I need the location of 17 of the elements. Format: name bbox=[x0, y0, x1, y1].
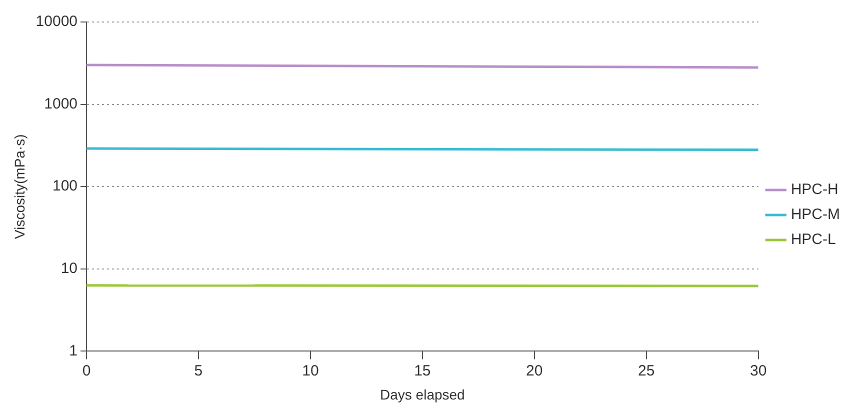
legend-label: HPC-L bbox=[790, 231, 836, 248]
legend-label: HPC-H bbox=[790, 181, 838, 198]
x-tick-label: 5 bbox=[194, 362, 203, 380]
x-tick-label: 10 bbox=[302, 362, 319, 380]
x-tick-label: 0 bbox=[82, 362, 91, 380]
x-tick-label: 20 bbox=[526, 362, 543, 380]
y-axis-title: Viscosity(mPa·s) bbox=[11, 134, 28, 239]
x-axis-title: Days elapsed bbox=[380, 386, 465, 402]
x-tick-label: 15 bbox=[414, 362, 431, 380]
y-tick-label: 1000 bbox=[44, 95, 78, 112]
y-tick-label: 10 bbox=[60, 260, 78, 278]
legend-label: HPC-M bbox=[790, 206, 840, 224]
y-tick-label: 100 bbox=[52, 178, 78, 195]
x-tick-label: 30 bbox=[750, 362, 767, 380]
y-tick-label: 1 bbox=[69, 342, 78, 360]
x-tick-label: 25 bbox=[638, 362, 655, 380]
y-tick-label: 10000 bbox=[36, 13, 78, 30]
